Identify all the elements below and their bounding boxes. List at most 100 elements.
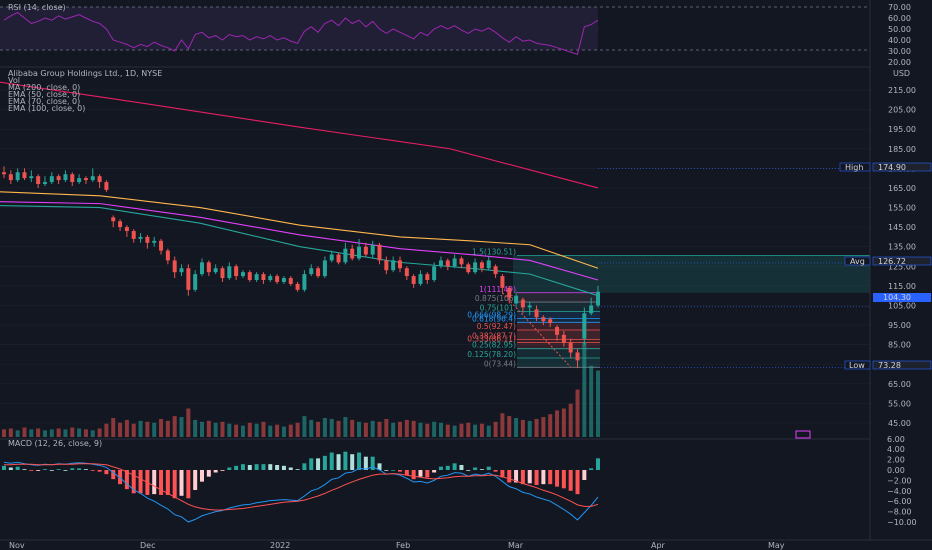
candle-body[interactable] [295,283,300,290]
candle-body[interactable] [254,274,259,281]
candle-body[interactable] [555,327,560,335]
volume-bar [500,413,505,437]
candle-body[interactable] [479,262,484,269]
candle-body[interactable] [329,254,334,261]
candle-body[interactable] [240,272,245,277]
candle-body[interactable] [493,266,498,275]
candle-body[interactable] [42,182,47,185]
candle-body[interactable] [384,260,389,271]
candle-body[interactable] [234,266,239,277]
candle-body[interactable] [165,250,170,261]
candle-body[interactable] [466,264,471,273]
candle-body[interactable] [179,268,184,273]
candle-body[interactable] [582,313,587,339]
candle-body[interactable] [111,217,116,222]
candle-body[interactable] [561,334,566,343]
candle-body[interactable] [145,236,150,243]
candle-body[interactable] [350,248,355,259]
candle-body[interactable] [159,240,164,251]
candle-body[interactable] [281,278,286,282]
candle-body[interactable] [391,260,396,271]
candle-body[interactable] [575,352,580,361]
candle-body[interactable] [589,305,594,314]
candle-body[interactable] [377,244,382,261]
candle-body[interactable] [227,266,232,279]
candle-body[interactable] [90,176,95,181]
candle-body[interactable] [138,236,143,239]
candle-body[interactable] [411,276,416,284]
candle-body[interactable] [124,227,129,232]
candle-body[interactable] [172,260,177,273]
candle-body[interactable] [309,268,314,275]
candle-body[interactable] [104,182,109,190]
candle-body[interactable] [486,260,491,269]
candle-body[interactable] [8,174,13,181]
fib-trend-line[interactable] [502,292,572,368]
candle-body[interactable] [152,240,157,243]
candle-body[interactable] [534,309,539,318]
candle-body[interactable] [56,176,61,181]
candle-body[interactable] [596,291,600,306]
candlesticks[interactable] [2,166,600,369]
candle-body[interactable] [527,305,532,308]
candle-body[interactable] [200,262,204,275]
candle-body[interactable] [568,342,573,353]
candle-body[interactable] [131,231,136,239]
candle-body[interactable] [63,174,68,181]
candle-body[interactable] [432,266,437,281]
candle-body[interactable] [548,319,553,324]
candle-body[interactable] [514,295,519,304]
candle-body[interactable] [370,244,375,255]
candle-body[interactable] [186,268,191,290]
price-axis[interactable]: 70.00 60.00 50.00 40.00 30.00 20.00 USD 215.0… [839,0,932,540]
event-marker-icon[interactable] [795,430,811,439]
candle-body[interactable] [363,246,368,255]
candle-body[interactable] [343,248,348,263]
candle-body[interactable] [302,274,307,290]
candle-body[interactable] [316,268,321,277]
candle-body[interactable] [275,276,280,282]
candle-body[interactable] [438,260,443,267]
candle-body[interactable] [22,172,27,179]
candle-body[interactable] [404,268,409,277]
candle-body[interactable] [268,276,273,281]
candle-body[interactable] [77,178,82,183]
macd-hist-bar [520,470,525,485]
candle-body[interactable] [507,287,512,298]
candle-body[interactable] [398,260,402,269]
candle-body[interactable] [70,174,75,183]
candle-body[interactable] [220,268,225,279]
rsi-pane[interactable]: RSI (14, close) [0,3,870,55]
candle-body[interactable] [213,268,218,273]
candle-body[interactable] [193,274,198,290]
candle-body[interactable] [459,258,464,265]
candle-body[interactable] [261,274,266,281]
candle-body[interactable] [445,260,450,267]
candle-body[interactable] [473,262,478,273]
candle-body[interactable] [452,258,457,267]
candle-body[interactable] [418,274,423,284]
candle-body[interactable] [36,176,41,185]
fib-zone [517,342,600,349]
candle-body[interactable] [322,260,327,277]
candle-body[interactable] [29,176,34,179]
candle-body[interactable] [83,178,88,181]
candle-body[interactable] [206,262,211,273]
candle-body[interactable] [357,246,362,259]
price-pane[interactable]: 1.5(130.51)1(111.49)0.875(106.0.75(101.0… [0,69,870,439]
candle-body[interactable] [500,276,505,288]
candle-body[interactable] [49,176,54,183]
time-axis[interactable]: Nov Dec 2022 Feb Mar Apr May [0,539,932,550]
candle-body[interactable] [97,176,102,183]
candle-body[interactable] [247,272,252,281]
candle-body[interactable] [336,254,341,263]
candle-body[interactable] [425,274,430,281]
candle-body[interactable] [118,221,123,228]
candle-body[interactable] [520,299,525,308]
candle-body[interactable] [15,172,20,181]
candle-body[interactable] [288,278,293,284]
candle-body[interactable] [541,317,546,322]
candle-body[interactable] [2,172,6,175]
macd-pane[interactable]: MACD (12, 26, close, 9) [2,439,600,523]
